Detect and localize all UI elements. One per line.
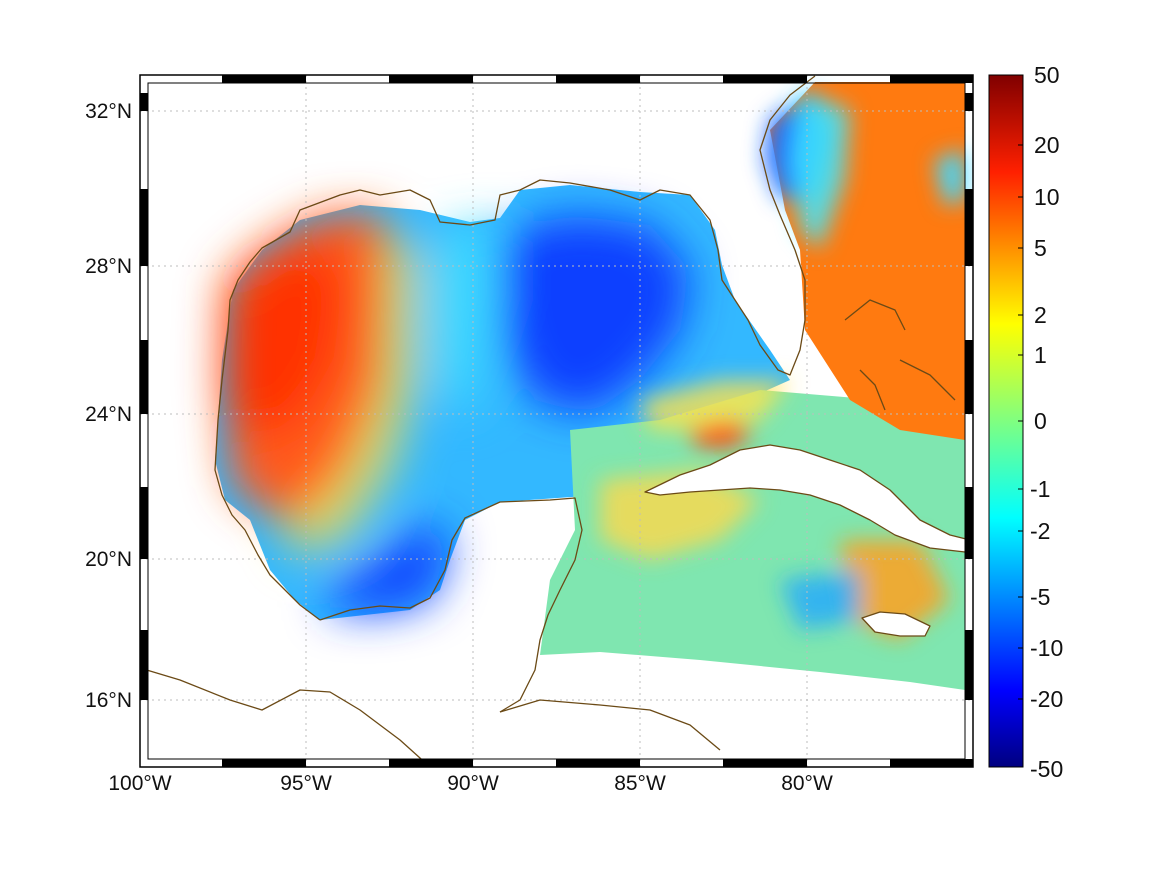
yucatan-channel-yellow — [640, 380, 790, 430]
jamaica-warm-anomaly — [840, 540, 950, 640]
y-axis-labels: 32°N 28°N 24°N 20°N 16°N — [85, 100, 132, 712]
x-tick-label: 80°W — [781, 772, 833, 795]
jamaica-coastline — [861, 611, 931, 637]
y-tick-label: 24°N — [85, 403, 132, 426]
yucatan-coastline — [319, 497, 583, 713]
colorbar-tick-label: 1 — [1034, 342, 1047, 368]
campeche-cold-anomaly — [330, 520, 450, 612]
coastlines — [139, 75, 971, 768]
x-tick-label: 95°W — [280, 772, 332, 795]
western-gulf-warm-core — [226, 240, 345, 440]
atlantic-cyan-filament — [790, 90, 850, 250]
colorbar-tick-label: -5 — [1030, 584, 1050, 610]
cyan-band — [430, 220, 500, 420]
x-tick-label: 100°W — [108, 772, 171, 795]
honduras-coastline — [499, 699, 721, 751]
bahamas-coastline — [844, 299, 956, 411]
y-tick-label: 28°N — [85, 255, 132, 278]
colorbar-tick-label: 0 — [1034, 408, 1047, 434]
colorbar-ticks — [1018, 144, 1023, 700]
colorbar-tick-label: 2 — [1034, 302, 1047, 328]
colorbar-tick-label: -20 — [1030, 686, 1063, 712]
x-tick-label: 85°W — [614, 772, 666, 795]
colorbar-tick-label: 20 — [1034, 132, 1060, 158]
yellow-front — [280, 230, 420, 560]
us-gulf-coastline — [139, 75, 816, 768]
y-tick-label: 16°N — [85, 689, 132, 712]
atlantic-cyan-east — [935, 150, 965, 205]
x-tick-label: 90°W — [447, 772, 499, 795]
colorbar-tick-label: -10 — [1030, 635, 1063, 661]
map-frame — [139, 74, 974, 768]
colorbar-tick-label: -2 — [1030, 518, 1050, 544]
colorbar-tick-label: -50 — [1030, 756, 1063, 782]
graticule — [140, 75, 973, 767]
colorbar-tick-label: 50 — [1034, 62, 1060, 88]
cuba-warm-anomaly — [690, 422, 755, 448]
y-tick-label: 20°N — [85, 548, 132, 571]
colorbar-tick-label: 10 — [1034, 184, 1060, 210]
eastern-gulf-cold-anomaly — [500, 215, 690, 415]
colorbar-tick-label: -1 — [1030, 476, 1050, 502]
caribbean-blue-patch — [780, 570, 860, 630]
colorbar: 50 20 10 5 2 1 0 -1 -2 -5 -10 -20 -50 — [988, 62, 1063, 782]
x-axis-labels: 100°W 95°W 90°W 85°W 80°W — [108, 772, 833, 795]
colorbar-gradient — [988, 74, 1024, 768]
data-field — [215, 82, 965, 690]
colorbar-tick-label: 5 — [1034, 235, 1047, 261]
y-tick-label: 32°N — [85, 100, 132, 123]
